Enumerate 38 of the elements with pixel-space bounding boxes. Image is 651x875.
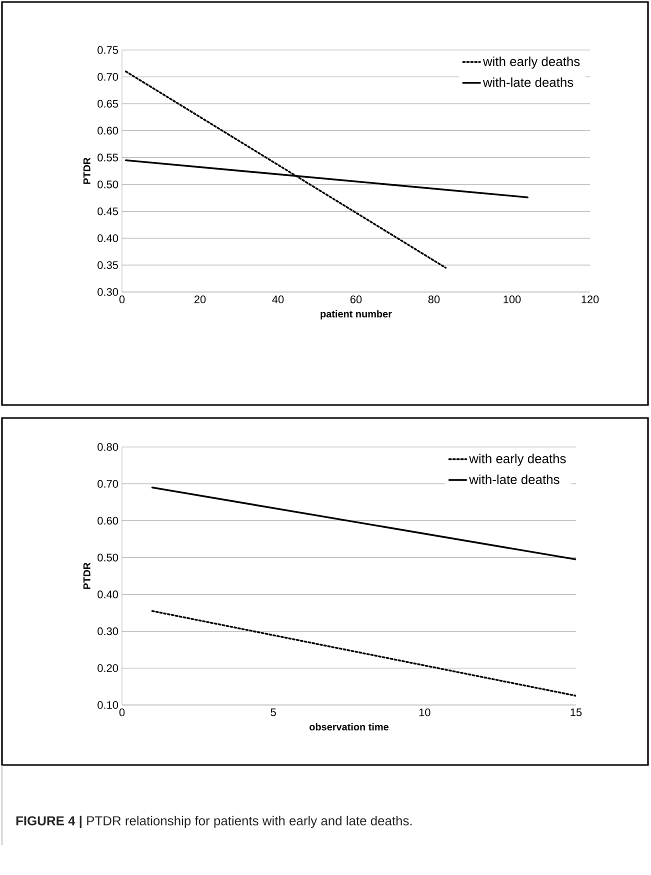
x-tick-label: 10	[419, 708, 430, 716]
y-tick-label: 0.45	[98, 207, 118, 216]
x-tick-label: 120	[582, 296, 599, 304]
y-tick-label: 0.10	[98, 701, 118, 709]
y-tick-label: 0.80	[98, 443, 118, 451]
x-axis-title: observation time	[310, 723, 389, 730]
y-tick-label: 0.40	[98, 234, 118, 242]
x-tick-label: 5	[270, 708, 276, 716]
text: FIGURE 4 | PTDR relationship for patients with early and late deaths.	[16, 816, 412, 828]
y-tick-label: 0.75	[98, 46, 118, 54]
y-tick-label: 0.60	[98, 516, 118, 525]
x-tick-label: 0	[119, 708, 125, 716]
y-axis-title: PTDR	[83, 158, 90, 184]
y-tick-label: 0.65	[98, 100, 118, 108]
x-tick-label: 60	[350, 296, 362, 304]
x-tick-label: 20	[194, 296, 206, 304]
y-axis-title: PTDR	[83, 562, 90, 589]
x-tick-label: 100	[504, 296, 521, 304]
y-tick-label: 0.40	[98, 590, 118, 598]
y-tick-label: 0.70	[98, 480, 118, 488]
x-axis-title: patient number	[320, 310, 392, 320]
y-tick-label: 0.20	[98, 664, 118, 672]
legend-label: with-late deaths	[469, 474, 560, 484]
x-tick-label: 0	[119, 296, 125, 304]
y-tick-label: 0.30	[98, 288, 118, 296]
y-tick-label: 0.50	[98, 554, 118, 562]
y-tick-label: 0.30	[98, 627, 118, 636]
legend-label: with-late deaths	[482, 77, 574, 87]
y-tick-label: 0.35	[98, 261, 118, 269]
x-tick-label: 15	[570, 708, 582, 716]
x-tick-label: 40	[272, 296, 284, 304]
legend-label: with early deaths	[482, 56, 580, 69]
y-tick-label: 0.70	[98, 73, 118, 81]
y-tick-label: 0.55	[98, 154, 118, 162]
y-tick-label: 0.50	[98, 180, 118, 188]
x-tick-label: 80	[428, 296, 440, 304]
y-tick-label: 0.60	[98, 126, 118, 135]
legend-label: with early deaths	[469, 454, 566, 466]
